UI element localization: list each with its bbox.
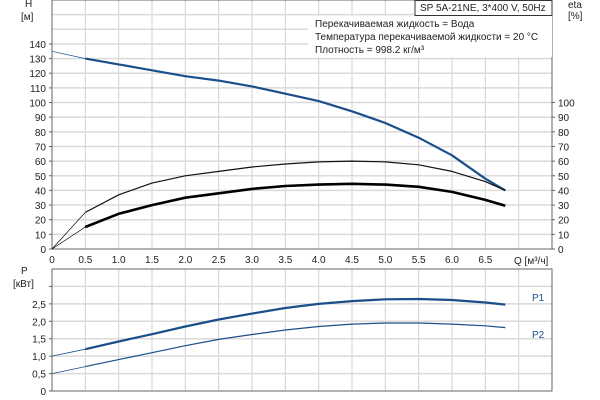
curve-eta_pump	[85, 160, 506, 213]
x-tick-label: 5.5	[412, 255, 426, 266]
y2-tick-label: 40	[558, 186, 570, 197]
y-tick-label: 90	[35, 113, 47, 124]
y-tick-label: 0	[40, 245, 46, 256]
y2-tick-label: 80	[558, 128, 570, 139]
curve-eta_total	[84, 182, 506, 229]
curve-H	[85, 57, 506, 192]
x-tick-label: 1.5	[145, 255, 159, 266]
y-tick-label: 0,5	[32, 370, 46, 381]
x-tick-label: 0	[49, 255, 55, 266]
y-tick-label: 30	[35, 201, 47, 212]
plot-frame-bottom	[51, 268, 553, 392]
plot-frame-top	[51, 0, 553, 250]
curve-P1	[85, 297, 506, 351]
annotation-liquid: Перекачиваемая жидкость = Вода	[315, 19, 475, 30]
y-tick-label: 1,0	[32, 352, 46, 363]
curve-P2-extrapolated	[51, 366, 86, 374]
y-axis-unit-h: [м]	[21, 12, 34, 23]
y-tick-label: 40	[35, 186, 47, 197]
x-tick-label: 6.5	[478, 255, 492, 266]
y2-tick-label: 70	[558, 142, 570, 153]
x-tick-label: 3.0	[245, 255, 259, 266]
legend-p2: P2	[532, 330, 545, 341]
x-tick-label: 1.0	[112, 255, 126, 266]
y-axis-unit-p: [кВт]	[13, 279, 34, 290]
legend-p1: P1	[532, 293, 545, 304]
annotation-density: Плотность = 998.2 кг/м³	[315, 45, 425, 56]
curve-P1-extrapolated	[51, 348, 86, 357]
x-tick-label: 0.5	[78, 255, 92, 266]
y-tick-label: 20	[35, 216, 47, 227]
y2-tick-label: 100	[558, 99, 575, 110]
y2-tick-label: 60	[558, 157, 570, 168]
y-tick-label: 1,5	[32, 335, 46, 346]
annotation-temperature: Температура перекачиваемой жидкости = 20…	[315, 32, 538, 43]
title-box	[414, 0, 553, 16]
info-background	[308, 16, 552, 57]
curve-eta_pump-extrapolated	[51, 212, 86, 250]
curve-eta_total-extrapolated	[51, 226, 86, 250]
y-tick-label: 2,5	[32, 300, 46, 311]
y2-tick-label: 90	[558, 113, 570, 124]
y2-tick-label: 50	[558, 172, 570, 183]
x-tick-label: 3.5	[278, 255, 292, 266]
x-tick-label: 4.0	[312, 255, 326, 266]
x-tick-label: 5.0	[378, 255, 392, 266]
y-axis-label-h: H	[25, 0, 32, 10]
y2-axis-label-eta: eta	[568, 0, 582, 11]
y2-axis-unit-eta: [%]	[568, 11, 583, 22]
y-tick-label: 100	[29, 99, 46, 110]
x-tick-label: 6.0	[445, 255, 459, 266]
chart-title: SP 5A-21NE, 3*400 V, 50Hz	[420, 3, 546, 14]
y-tick-label: 110	[30, 84, 46, 95]
y-tick-label: 130	[29, 55, 46, 66]
x-axis-label-q: Q [м³/ч]	[514, 256, 549, 267]
y-tick-label: 50	[35, 172, 47, 183]
y-tick-label: 70	[35, 142, 47, 153]
curve-P2	[85, 322, 506, 368]
y2-tick-label: 30	[558, 201, 570, 212]
y-tick-label: 120	[29, 69, 46, 80]
curve-H-extrapolated	[51, 50, 86, 59]
y2-tick-label: 20	[558, 216, 570, 227]
x-tick-label: 4.5	[345, 255, 359, 266]
x-tick-label: 2.5	[212, 255, 226, 266]
y-tick-label: 80	[35, 128, 47, 139]
y2-tick-label: 0	[558, 245, 564, 256]
y2-tick-label: 10	[558, 230, 570, 241]
y-tick-label: 60	[35, 157, 47, 168]
y-tick-label: 10	[35, 230, 47, 241]
y-tick-label: 140	[29, 40, 46, 51]
x-tick-label: 2.0	[178, 255, 192, 266]
y-tick-label: 0	[40, 387, 46, 398]
y-tick-label: 2,0	[32, 317, 46, 328]
y-axis-label-p: P	[21, 266, 28, 277]
